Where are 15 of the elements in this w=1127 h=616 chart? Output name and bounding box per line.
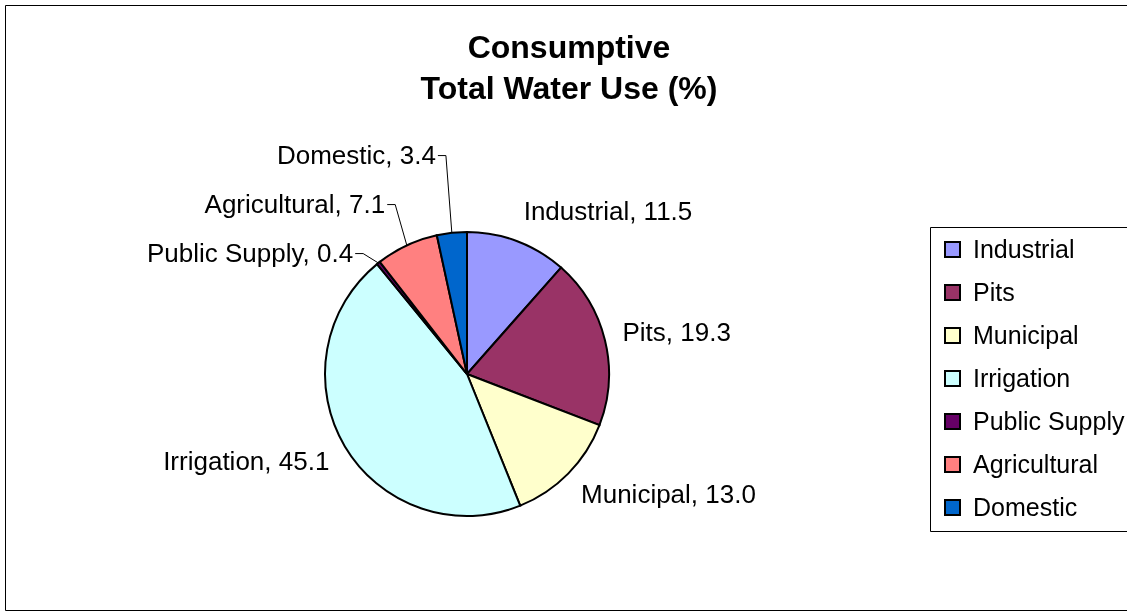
data-label: Irrigation, 45.1 — [163, 446, 330, 477]
legend-label: Municipal — [973, 320, 1079, 349]
legend-label: Domestic — [973, 492, 1078, 521]
data-label: Agricultural, 7.1 — [204, 188, 386, 219]
data-label: Municipal, 13.0 — [581, 479, 756, 510]
legend-label: Industrial — [973, 234, 1075, 263]
legend-label: Agricultural — [973, 449, 1099, 478]
data-label: Industrial, 11.5 — [523, 196, 693, 227]
legend-label: Irrigation — [973, 363, 1071, 392]
legend-label: Public Supply — [973, 406, 1125, 435]
data-label: Pits, 19.3 — [622, 317, 731, 348]
chart-title: Consumptive Total Water Use (%) — [420, 29, 718, 106]
legend-label: Pits — [973, 277, 1015, 306]
data-label: Domestic, 3.4 — [276, 139, 436, 170]
data-label: Public Supply, 0.4 — [146, 237, 354, 268]
